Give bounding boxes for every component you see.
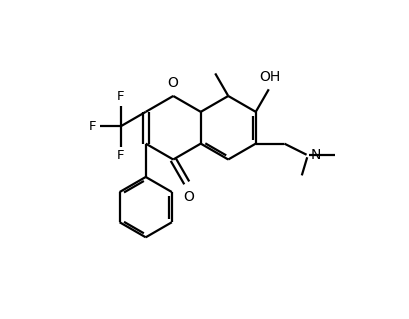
Text: OH: OH	[259, 70, 280, 84]
Text: O: O	[182, 190, 193, 204]
Text: N: N	[310, 148, 320, 162]
Text: O: O	[167, 76, 178, 90]
Text: F: F	[117, 149, 124, 162]
Text: F: F	[117, 90, 124, 103]
Text: F: F	[89, 120, 96, 133]
